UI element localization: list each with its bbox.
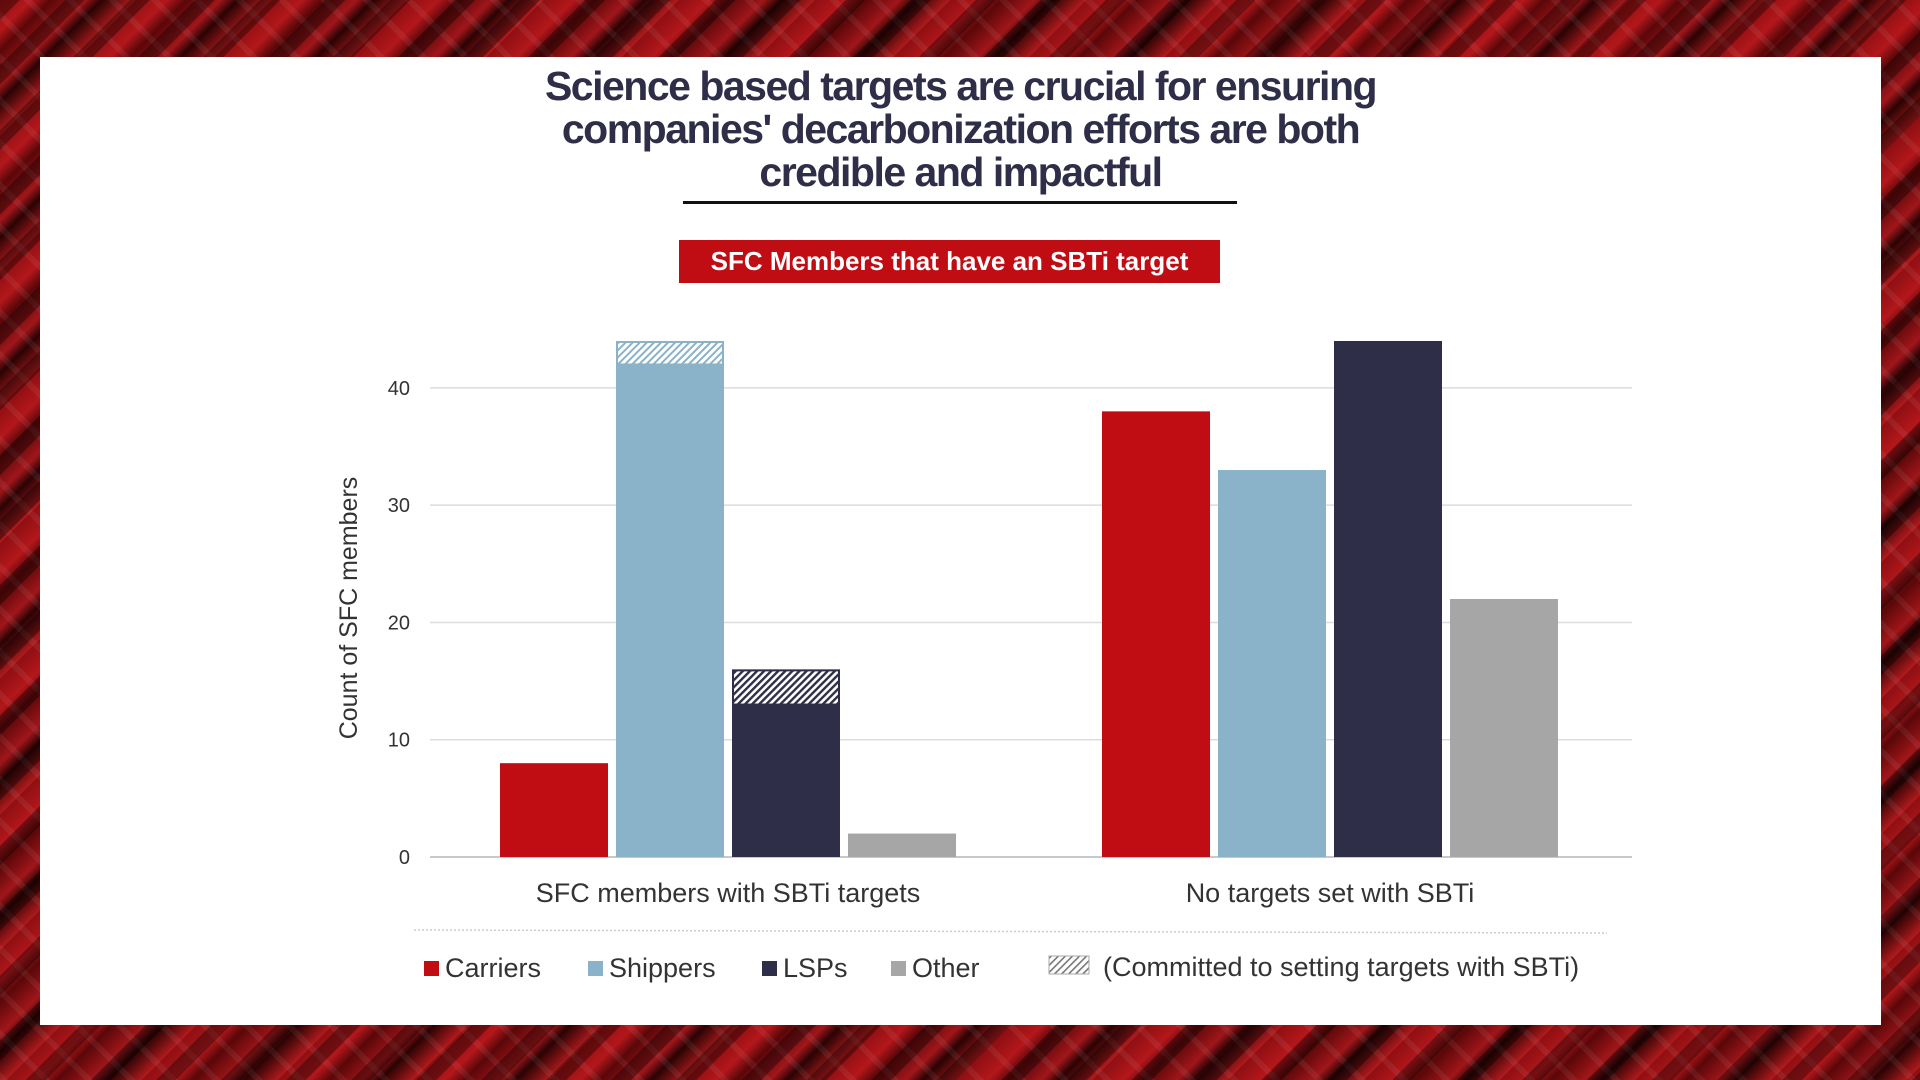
- legend-swatch: [891, 961, 906, 976]
- axes: Count of SFC members 0 10 20 30 40 SFC member…: [335, 378, 1474, 908]
- legend-swatch: [588, 961, 603, 976]
- bar: [616, 364, 724, 857]
- legend-swatch: [762, 961, 777, 976]
- bar: [732, 704, 840, 857]
- y-tick-label: 40: [388, 378, 410, 400]
- y-tick-label: 20: [388, 612, 410, 634]
- headline-line-2: companies' decarbonization efforts are b…: [561, 106, 1361, 152]
- bar-chart: Count of SFC members 0 10 20 30 40 SFC member…: [335, 341, 1632, 983]
- headline-line-3: credible and impactful: [759, 149, 1163, 195]
- chart-card: Science based targets are crucial for en…: [40, 57, 1881, 1025]
- y-tick-label: 30: [388, 495, 410, 517]
- bar: [848, 833, 956, 857]
- legend: Carriers Shippers LSPs Other (Committed to s…: [424, 952, 1579, 983]
- page-headline: Science based targets are crucial for en…: [40, 65, 1881, 194]
- legend-label-committed: (Committed to setting targets with SBTi): [1103, 952, 1579, 982]
- legend-label: Shippers: [609, 953, 716, 983]
- y-tick-label: 10: [388, 730, 410, 752]
- committed-bar-segment: [732, 669, 840, 706]
- committed-bar-segment: [616, 341, 724, 366]
- bar: [1218, 470, 1326, 857]
- bar: [1450, 599, 1558, 857]
- bars: [500, 341, 1558, 857]
- legend-label: Other: [912, 953, 980, 983]
- x-category-label: No targets set with SBTi: [1186, 878, 1475, 908]
- chart-title: SFC Members that have an SBTi target: [679, 240, 1220, 283]
- legend-swatch: [424, 961, 439, 976]
- legend-separator: [413, 929, 1608, 934]
- x-category-label: SFC members with SBTi targets: [536, 878, 921, 908]
- legend-label: LSPs: [783, 953, 848, 983]
- headline-line-1: Science based targets are crucial for en…: [544, 63, 1378, 109]
- legend-swatch-committed: [1048, 955, 1090, 975]
- headline-underline: [683, 201, 1237, 204]
- y-axis-label: Count of SFC members: [335, 477, 363, 740]
- bar: [1102, 411, 1210, 857]
- legend-label: Carriers: [445, 953, 541, 983]
- y-tick-label: 0: [399, 847, 410, 869]
- bar: [500, 763, 608, 857]
- bar: [1334, 341, 1442, 857]
